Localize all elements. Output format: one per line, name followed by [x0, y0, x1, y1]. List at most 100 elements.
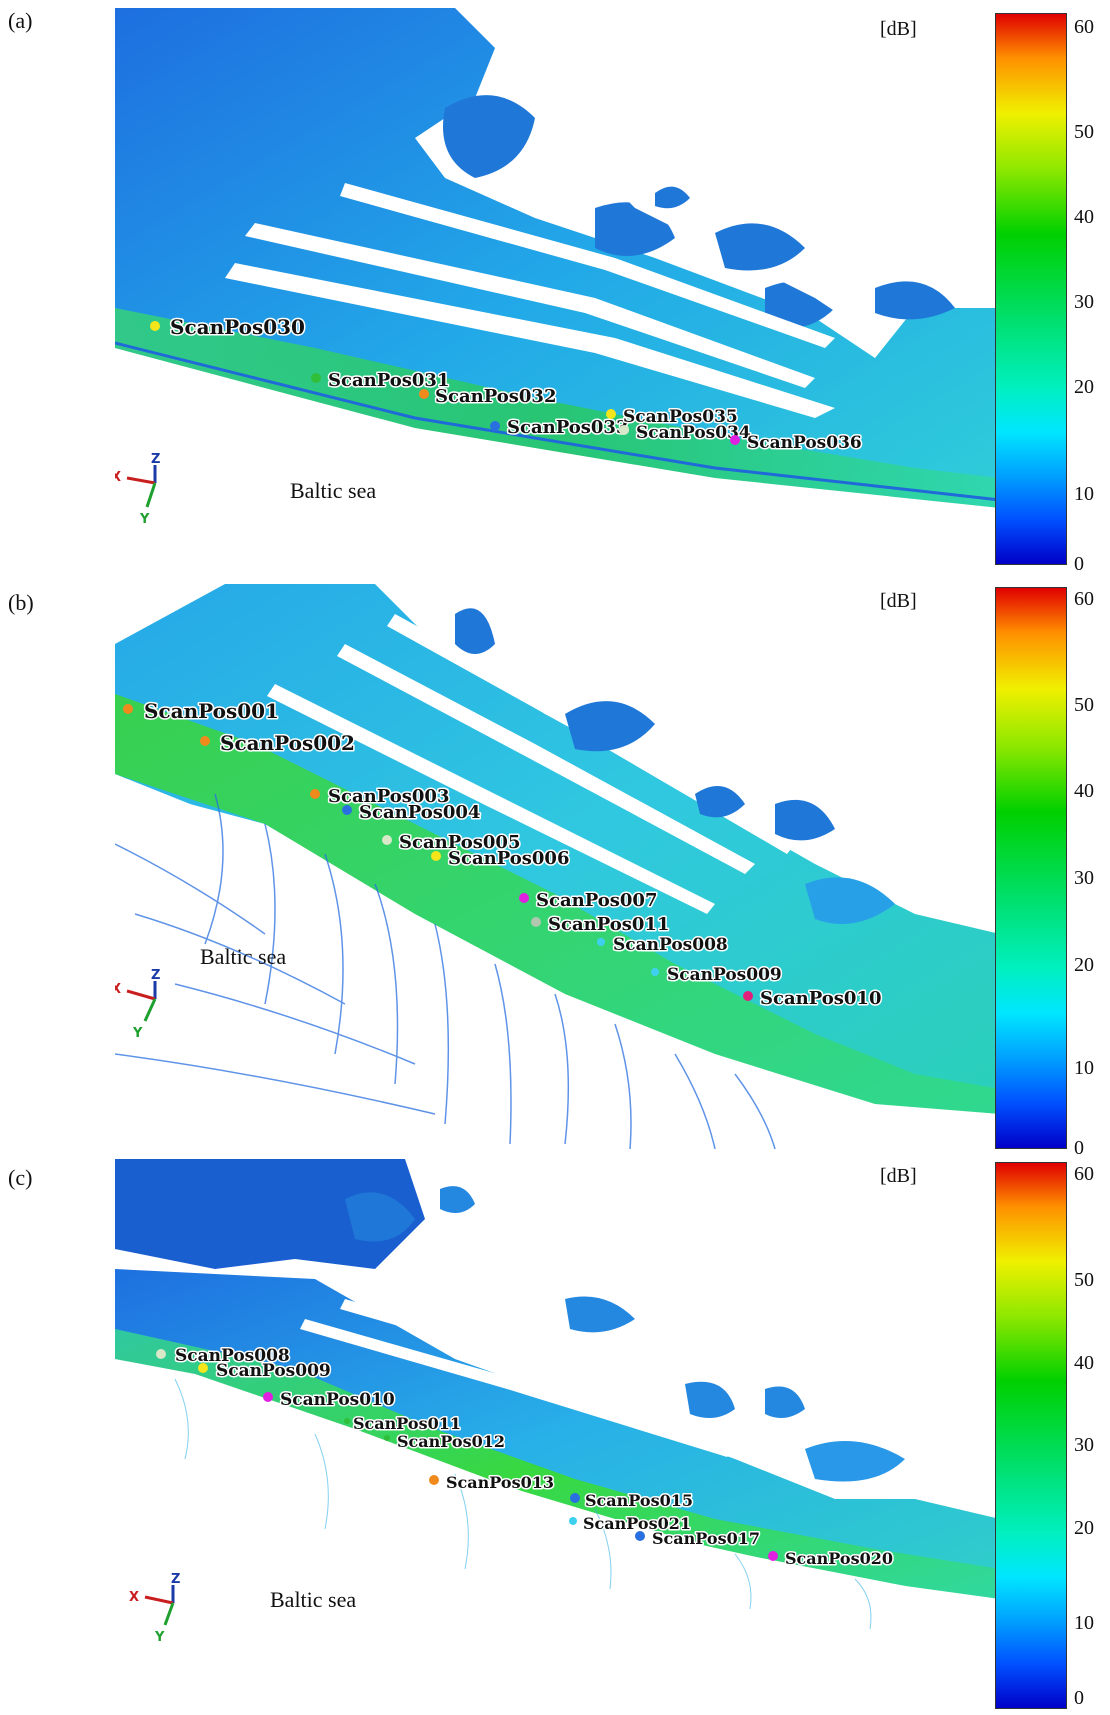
colorbar-tick: 50 [1074, 694, 1094, 716]
colorbar-tick: 20 [1074, 376, 1094, 398]
shore-band [115, 1329, 1000, 1599]
axis-triad: Z X Y [115, 452, 160, 527]
shore-band [115, 694, 1000, 1114]
sea-area [115, 1364, 1000, 1713]
sea-area [115, 348, 1000, 573]
tree-cluster [875, 281, 955, 320]
colorbar-gradient [995, 587, 1067, 1149]
axis-triad: Z X Y [115, 968, 160, 1041]
forest-cloud [115, 1269, 1000, 1599]
tree-canopy [115, 1159, 425, 1269]
panel-label: (a) [8, 8, 33, 33]
colorbar-tick: 60 [1074, 1163, 1094, 1185]
scan-position-marker [382, 835, 392, 845]
colorbar-tick: 10 [1074, 483, 1094, 505]
underwater-roots [115, 793, 776, 1150]
scan-position-label: ScanPos033 [507, 417, 628, 438]
scan-position-marker [156, 1349, 166, 1359]
axis-y-label: Y [132, 1026, 143, 1041]
gap-stripe [245, 223, 815, 388]
colorbar-unit: [dB] [880, 590, 917, 612]
colorbar-tick: 60 [1074, 16, 1094, 38]
sea-label: Baltic sea [290, 478, 376, 503]
colorbar-tick: 30 [1074, 291, 1094, 313]
underwater-roots [174, 1378, 872, 1630]
gap-stripe [225, 263, 835, 418]
scan-position-label: ScanPos011 [353, 1414, 461, 1433]
scan-position-label: ScanPos017 [652, 1529, 760, 1548]
shore-edge [115, 341, 1000, 502]
scan-position-marker [570, 1493, 580, 1503]
tree-cluster [565, 701, 655, 752]
point-cloud-svg: ScanPos030 ScanPos031 ScanPos032 ScanPos… [115, 8, 1000, 573]
scan-position-marker [635, 1531, 645, 1541]
gap-stripe [267, 684, 715, 914]
tree-cluster [775, 799, 835, 841]
colorbar-tick: 0 [1074, 1137, 1084, 1159]
scan-position-label: ScanPos005 [399, 832, 520, 853]
scan-position-marker [519, 893, 529, 903]
colorbar-unit: [dB] [880, 1165, 917, 1187]
scan-position-label: ScanPos036 [747, 433, 862, 453]
tree-cluster [565, 1296, 635, 1333]
scan-position-label: ScanPos004 [359, 802, 480, 823]
scan-position-label: ScanPos003 [328, 786, 449, 807]
tree-cluster [805, 1441, 905, 1482]
panel-c: (c) [0, 1157, 1110, 1715]
scan-position-marker [310, 789, 320, 799]
scan-position-label: ScanPos021 [583, 1514, 691, 1533]
tree-cluster [805, 877, 895, 924]
tree-cluster [655, 186, 690, 209]
scan-position-label: ScanPos035 [623, 407, 738, 427]
scan-position-marker [619, 425, 629, 435]
point-cloud-svg: ScanPos001 ScanPos002 ScanPos003 ScanPos… [115, 584, 1000, 1152]
colorbar: [dB] 60 50 40 30 20 10 0 [880, 582, 1110, 1159]
scan-position-marker [198, 1363, 208, 1373]
tree-cluster [765, 1386, 805, 1418]
colorbar-tick: 20 [1074, 954, 1094, 976]
sea-area [115, 774, 1000, 1152]
colorbar-tick: 0 [1074, 553, 1084, 575]
scan-position-marker [150, 321, 160, 331]
scan-position-marker [342, 805, 352, 815]
colorbar-tick: 0 [1074, 1687, 1084, 1709]
colorbar-tick: 60 [1074, 588, 1094, 610]
scan-position-label: ScanPos009 [216, 1361, 331, 1381]
scan-position-label: ScanPos031 [328, 370, 449, 391]
clearing [445, 584, 1000, 914]
colorbar-tick: 50 [1074, 121, 1094, 143]
tree-cluster [455, 608, 495, 654]
colorbar: [dB] 60 50 40 30 20 10 0 [880, 8, 1110, 575]
tree-cluster [715, 223, 805, 271]
scan-position-label: ScanPos013 [446, 1473, 554, 1492]
tree-cluster [695, 786, 745, 818]
scan-position-label: ScanPos001 [144, 699, 279, 723]
scan-position-marker [651, 968, 659, 976]
colorbar-tick: 40 [1074, 1352, 1094, 1374]
scan-position-marker [730, 435, 740, 445]
shore-band [115, 308, 1000, 543]
scan-position-marker [263, 1392, 273, 1402]
scan-position-marker [569, 1517, 577, 1525]
scan-position-label: ScanPos010 [280, 1390, 395, 1410]
scan-position-label: ScanPos012 [397, 1432, 505, 1451]
scan-position-marker [123, 704, 133, 714]
gap-stripe [340, 183, 835, 348]
colorbar-tick: 50 [1074, 1269, 1094, 1291]
scan-position-label: ScanPos020 [785, 1549, 893, 1568]
clearing [535, 8, 1000, 338]
scan-position-label: ScanPos034 [636, 423, 751, 443]
scan-position-marker [311, 373, 321, 383]
gap-stripe [340, 1299, 775, 1437]
tree-cluster [440, 1186, 475, 1213]
axis-x-label: X [129, 1590, 139, 1605]
point-cloud-view: ScanPos001 ScanPos002 ScanPos003 ScanPos… [115, 584, 1000, 1152]
scan-position-label: ScanPos010 [760, 988, 881, 1009]
axis-z-label: Z [151, 968, 160, 983]
colorbar-tick: 20 [1074, 1517, 1094, 1539]
scan-position-label: ScanPos007 [536, 890, 657, 911]
scan-position-label: ScanPos006 [448, 848, 569, 869]
scan-position-marker [490, 421, 500, 431]
scan-position-marker [429, 1475, 439, 1485]
scan-position-marker [743, 991, 753, 1001]
